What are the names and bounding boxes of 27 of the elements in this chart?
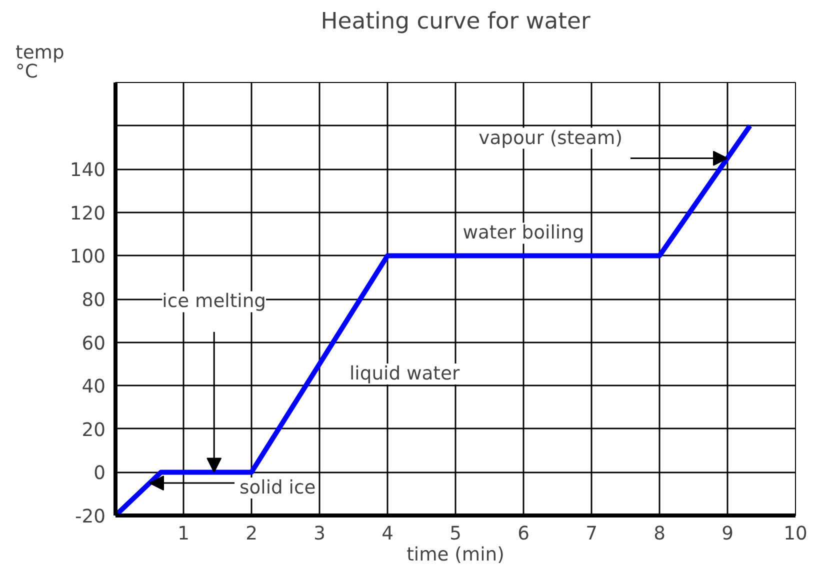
- x-tick-label: 2: [246, 524, 258, 544]
- y-tick-label: 40: [82, 376, 106, 398]
- y-tick-label: 60: [82, 333, 106, 354]
- y-tick-label: 100: [70, 246, 106, 268]
- annotation: vapour (steam): [478, 128, 623, 149]
- y-tick-label: 0: [94, 463, 106, 484]
- x-tick-label: 5: [450, 524, 462, 544]
- x-tick-label: 3: [314, 524, 326, 544]
- chart-title: Heating curve for water: [320, 8, 591, 34]
- x-tick-label: 8: [654, 524, 666, 544]
- y-tick-label: 120: [70, 203, 106, 224]
- x-tick-label: 9: [722, 524, 734, 544]
- y-tick-label: 20: [82, 420, 106, 441]
- y-tick-label: 80: [82, 290, 106, 311]
- y-tick-label: 140: [70, 160, 106, 182]
- x-tick-label: 1: [178, 524, 190, 544]
- y-axis-title: temp °C: [16, 42, 64, 82]
- x-tick-label: 7: [586, 524, 598, 544]
- x-axis-title: time (min): [406, 544, 504, 566]
- x-tick-label: 6: [518, 524, 530, 544]
- x-tick-label: 4: [382, 524, 394, 544]
- annotation: solid ice: [240, 478, 316, 499]
- y-tick-label: -20: [75, 506, 106, 528]
- x-tick-label: 10: [784, 524, 808, 544]
- annotation: liquid water: [350, 363, 460, 384]
- annotation: water boiling: [462, 222, 584, 244]
- annotation: ice melting: [162, 291, 266, 312]
